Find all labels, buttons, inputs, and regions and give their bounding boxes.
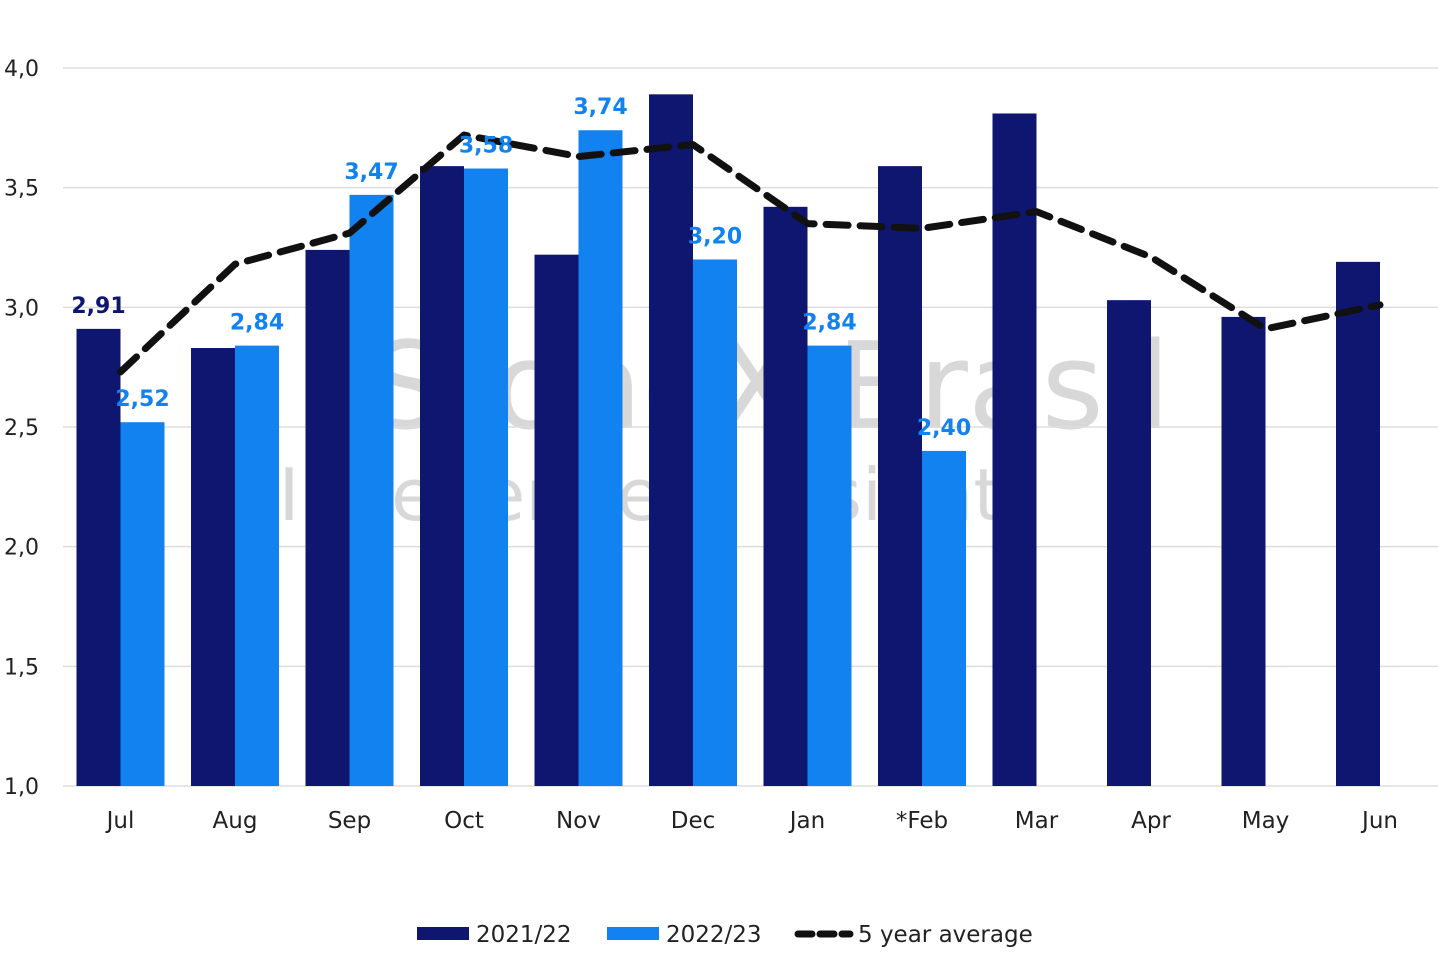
bar-2021-22-dec — [649, 94, 693, 787]
x-tick-label-jan: Jan — [788, 808, 825, 834]
data-label-2022-23-feb: 2,40 — [917, 416, 971, 441]
bar-2021-22-oct — [420, 166, 464, 787]
bar-2021-22-nov — [534, 254, 579, 786]
bar-2022-23-aug — [235, 345, 279, 786]
data-label-2021-22-jul: 2,91 — [71, 294, 125, 319]
bar-2022-23-sep — [349, 194, 394, 786]
data-label-2022-23-oct: 3,58 — [459, 134, 513, 159]
x-tick-label-jun: Jun — [1360, 808, 1398, 834]
gridlines — [63, 67, 1438, 787]
data-labels: 2,91 2,52 2,84 3,47 3,58 3,74 3,20 2,84 2,40 — [71, 95, 971, 441]
x-tick-label-dec: Dec — [671, 808, 716, 834]
x-tick-label-aug: Aug — [213, 808, 258, 834]
y-tick-label-0: 1,0 — [4, 775, 39, 800]
bar-2021-22-feb — [878, 166, 922, 787]
legend: 2021/22 2022/23 5 year average — [417, 922, 1033, 948]
bar-2022-23-jan — [807, 345, 852, 786]
bar-2021-22-sep — [305, 249, 350, 787]
y-tick-label-6: 4,0 — [4, 57, 39, 82]
average-line — [117, 131, 1384, 376]
y-axis-ticks: 1,0 1,5 2,0 2,5 3,0 3,5 4,0 — [4, 57, 39, 800]
bar-2021-22-jan — [763, 206, 808, 786]
y-tick-label-4: 3,0 — [4, 296, 39, 321]
bar-2021-22-mar — [992, 113, 1037, 787]
bar-2022-23-dec — [693, 259, 737, 786]
bar-2021-22-may — [1221, 316, 1266, 786]
bar-2022-23-nov — [578, 130, 623, 786]
data-label-2022-23-nov: 3,74 — [573, 95, 627, 120]
x-tick-label-may: May — [1242, 808, 1290, 834]
bar-2021-22-apr — [1107, 300, 1151, 786]
data-label-2022-23-dec: 3,20 — [688, 224, 742, 249]
bar-2022-23-oct — [464, 168, 508, 786]
y-tick-label-3: 2,5 — [4, 416, 39, 441]
bar-2022-23-feb — [922, 450, 966, 786]
data-label-2022-23-jan: 2,84 — [802, 311, 856, 336]
x-tick-label-sep: Sep — [328, 808, 371, 834]
data-label-2022-23-aug: 2,84 — [230, 311, 284, 336]
x-axis-ticks: Jul Aug Sep Oct Nov Dec Jan *Feb Mar Apr May Jun — [105, 808, 1398, 834]
legend-label-2022-23: 2022/23 — [666, 922, 762, 948]
legend-swatch-2021-22 — [417, 927, 469, 940]
bars — [76, 94, 1380, 787]
line-5-year-average — [117, 131, 1384, 376]
data-label-2022-23-sep: 3,47 — [344, 160, 398, 185]
legend-swatch-2022-23 — [607, 927, 659, 940]
y-tick-label-1: 1,5 — [4, 655, 39, 680]
x-tick-label-feb: *Feb — [896, 808, 948, 834]
legend-label-5-year-average: 5 year average — [858, 922, 1033, 948]
bar-2021-22-aug — [191, 348, 235, 786]
x-tick-label-oct: Oct — [444, 808, 484, 834]
y-tick-label-5: 3,5 — [4, 177, 39, 202]
legend-label-2021-22: 2021/22 — [476, 922, 572, 948]
bar-2021-22-jun — [1336, 261, 1380, 786]
x-tick-label-apr: Apr — [1131, 808, 1171, 834]
y-tick-label-2: 2,0 — [4, 536, 39, 561]
x-tick-label-nov: Nov — [556, 808, 601, 834]
x-tick-label-mar: Mar — [1015, 808, 1059, 834]
bar-2021-22-jul — [76, 328, 121, 786]
data-label-2022-23-jul: 2,52 — [115, 387, 169, 412]
bar-2022-23-jul — [120, 422, 165, 786]
x-tick-label-jul: Jul — [105, 808, 135, 834]
